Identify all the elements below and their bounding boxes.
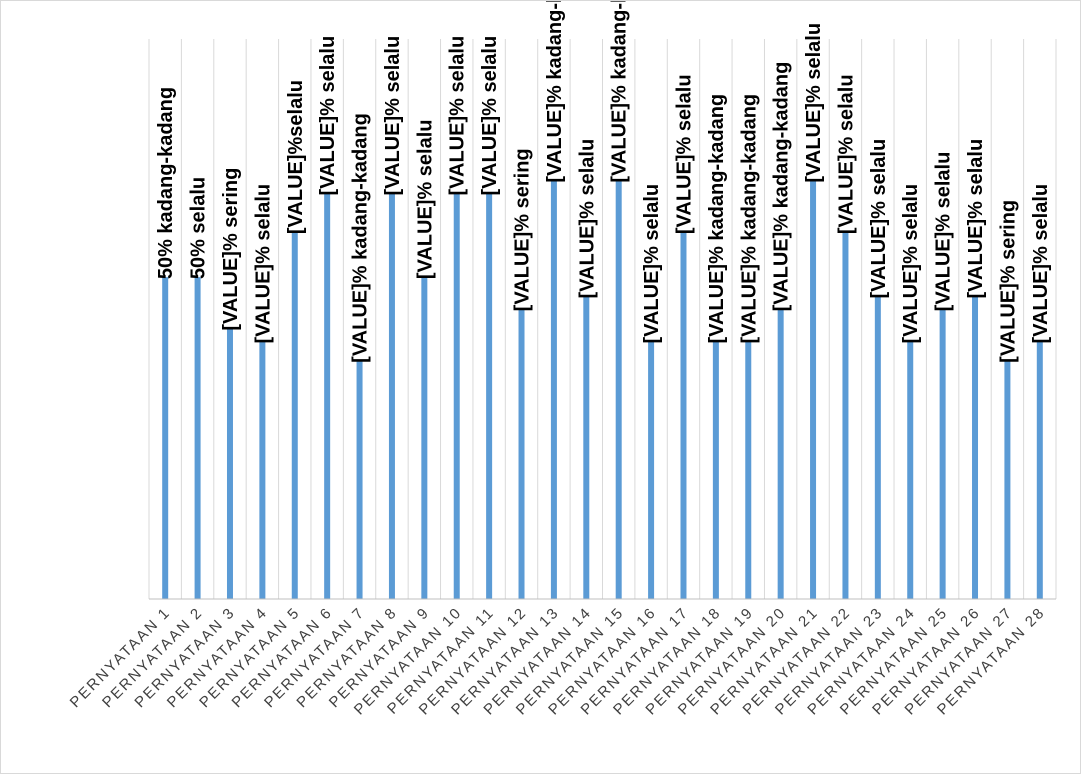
data-label: [VALUE]% selalu	[641, 184, 663, 344]
bar	[777, 309, 784, 599]
data-label: [VALUE]% kadang-kadang	[738, 94, 760, 344]
bar	[907, 341, 914, 599]
data-label: [VALUE]% selalu	[1030, 184, 1052, 344]
data-label: [VALUE]% kadang-kadang	[771, 62, 793, 312]
bar	[583, 296, 590, 599]
bar	[1004, 360, 1011, 599]
data-label: [VALUE]% selalu	[673, 74, 695, 234]
bar	[226, 328, 233, 599]
bar	[745, 341, 752, 599]
bar	[388, 193, 395, 599]
data-label: [VALUE]%selalu	[285, 80, 307, 234]
bar	[842, 232, 849, 599]
bar	[356, 360, 363, 599]
data-label: [VALUE]% kadang-kadang	[706, 94, 728, 344]
bar	[939, 309, 946, 599]
data-label: [VALUE]% kadang-kadang	[609, 1, 631, 183]
bar	[712, 341, 719, 599]
bar	[259, 341, 266, 599]
data-label: [VALUE]% selalu	[868, 139, 890, 299]
data-label: [VALUE]% selalu	[317, 36, 339, 196]
data-label: [VALUE]% selalu	[933, 152, 955, 312]
data-label: [VALUE]% selalu	[382, 36, 404, 196]
data-label: 50% selalu	[188, 177, 210, 279]
data-label: [VALUE]% sering	[997, 200, 1019, 363]
bar	[972, 296, 979, 599]
bar	[291, 232, 298, 599]
bar	[421, 277, 428, 599]
data-label: [VALUE]% sering	[512, 148, 534, 311]
bar	[810, 180, 817, 599]
data-label: [VALUE]% selalu	[576, 139, 598, 299]
bar	[324, 193, 331, 599]
data-label: [VALUE]% selalu	[252, 184, 274, 344]
bar	[680, 232, 687, 599]
data-label: 50% kadang-kadang	[155, 87, 177, 279]
bar	[648, 341, 655, 599]
bar	[874, 296, 881, 599]
data-label: [VALUE]% selalu	[965, 139, 987, 299]
data-label: [VALUE]% kadang-kadang	[544, 1, 566, 183]
bar	[194, 277, 201, 599]
data-label: [VALUE]% selalu	[835, 74, 857, 234]
data-labels: 50% kadang-kadang 50% selalu [VALUE]% seri…	[155, 1, 1052, 363]
data-label: [VALUE]% selalu	[414, 119, 436, 279]
data-label: [VALUE]% kadang-kadang	[350, 113, 372, 363]
bar	[453, 193, 460, 599]
data-label: [VALUE]% selalu	[447, 36, 469, 196]
bar	[1036, 341, 1043, 599]
bar	[162, 277, 169, 599]
data-label: [VALUE]% selalu	[900, 184, 922, 344]
bar	[518, 309, 525, 599]
bar	[615, 180, 622, 599]
data-label: [VALUE]% sering	[220, 168, 242, 331]
data-label: [VALUE]% selalu	[803, 23, 825, 183]
bars	[162, 180, 1043, 599]
data-label: [VALUE]% selalu	[479, 36, 501, 196]
gridlines	[148, 39, 1057, 599]
bar	[550, 180, 557, 599]
bar	[486, 193, 493, 599]
